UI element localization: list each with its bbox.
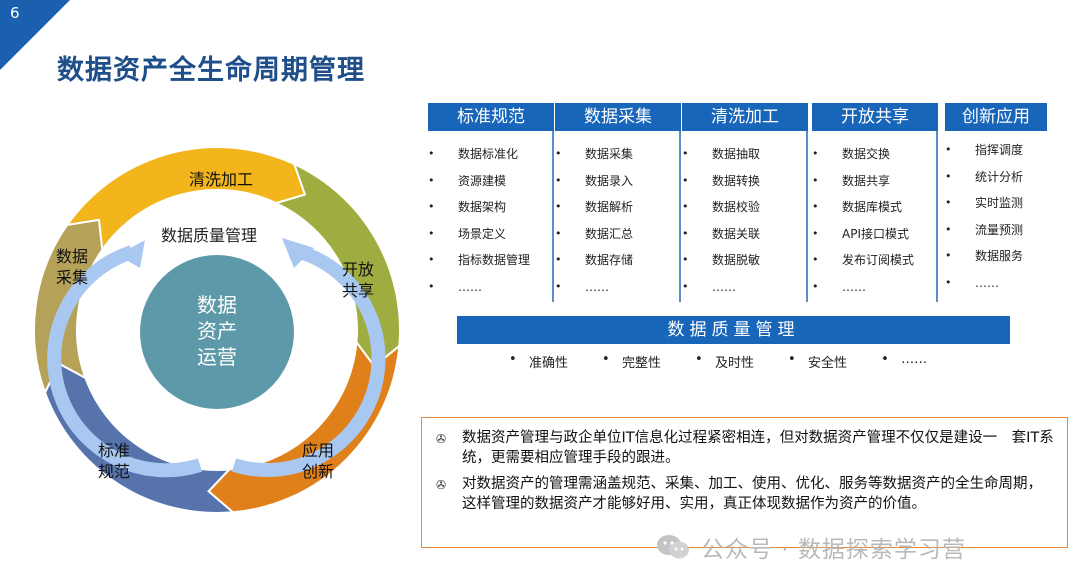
quality-item: 完整性: [598, 352, 661, 371]
page-number: 6: [10, 4, 20, 22]
list-item: 数据共享: [812, 172, 936, 199]
list-item: 数据汇总: [555, 225, 679, 252]
list-item: 数据录入: [555, 172, 679, 199]
column-share: 开放共享 数据交换 数据共享 数据库模式 API接口模式 发布订阅模式 ……: [812, 103, 938, 302]
list-item: ……: [428, 278, 552, 305]
list-item: 数据库模式: [812, 198, 936, 225]
quality-item: 及时性: [691, 352, 754, 371]
quality-item: 安全性: [784, 352, 847, 371]
note-text: 数据资产管理与政企单位IT信息化过程紧密相连，但对数据资产管理不仅仅是建设一 套…: [462, 430, 1054, 466]
page-title: 数据资产全生命周期管理: [57, 55, 365, 86]
quality-management-bar: 数据质量管理: [457, 316, 1010, 344]
inner-arrow-left: [47, 245, 203, 478]
list-item: 数据存储: [555, 251, 679, 278]
column-apply: 创新应用 指挥调度 统计分析 实时监测 流量预测 数据服务 ……: [945, 103, 1047, 302]
inner-arrow-right: [231, 245, 386, 477]
watermark: 公众号 · 数据探索学习营: [655, 530, 966, 564]
quality-items: 准确性 完整性 及时性 安全性 ……: [505, 352, 957, 371]
segment-label-share: 开放 共享: [341, 260, 374, 300]
list-item: 数据标准化: [428, 145, 552, 172]
list-item: API接口模式: [812, 225, 936, 252]
column-standard: 标准规范 数据标准化 资源建模 数据架构 场景定义 指标数据管理 ……: [428, 103, 554, 302]
list-item: 数据采集: [555, 145, 679, 172]
column-header: 清洗加工: [682, 103, 808, 131]
column-header: 标准规范: [428, 103, 554, 131]
list-item: 场景定义: [428, 225, 552, 252]
list-item: 数据架构: [428, 198, 552, 225]
list-item: 数据解析: [555, 198, 679, 225]
note-text: 对数据资产的管理需涵盖规范、采集、加工、使用、优化、服务等数据资产的全生命周期，…: [462, 476, 1042, 512]
list-item: ……: [682, 278, 806, 305]
list-item: 指挥调度: [945, 141, 1047, 168]
list-item: 发布订阅模式: [812, 251, 936, 278]
watermark-text: 公众号 · 数据探索学习营: [701, 537, 966, 563]
list-item: 数据关联: [682, 225, 806, 252]
lifecycle-diagram: 清洗加工 开放 共享 应用 创新 标准 规范 数据 采集 数据质量管理 数据 资…: [22, 142, 412, 517]
list-item: 数据抽取: [682, 145, 806, 172]
center-circle: [140, 255, 294, 409]
note-item: ✇ 对数据资产的管理需涵盖规范、采集、加工、使用、优化、服务等数据资产的全生命周…: [436, 474, 1055, 514]
notes-box: ✇ 数据资产管理与政企单位IT信息化过程紧密相连，但对数据资产管理不仅仅是建设一…: [421, 417, 1068, 548]
inner-quality-label: 数据质量管理: [161, 226, 258, 245]
note-item: ✇ 数据资产管理与政企单位IT信息化过程紧密相连，但对数据资产管理不仅仅是建设一…: [436, 428, 1055, 468]
segment-label-clean: 清洗加工: [188, 170, 253, 189]
wechat-icon: [657, 535, 689, 559]
quality-item: ……: [877, 352, 927, 371]
list-item: ……: [812, 278, 936, 305]
bullet-icon: ✇: [436, 432, 447, 446]
list-item: 流量预测: [945, 221, 1047, 248]
column-header: 创新应用: [945, 103, 1047, 131]
segment-label-collect: 数据 采集: [55, 247, 88, 287]
quality-item: 准确性: [505, 352, 568, 371]
list-item: ……: [945, 274, 1047, 301]
list-item: 数据脱敏: [682, 251, 806, 278]
segment-label-apply: 应用 创新: [301, 441, 334, 481]
list-item: 统计分析: [945, 168, 1047, 195]
corner-badge: [0, 0, 70, 70]
list-item: 指标数据管理: [428, 251, 552, 278]
list-item: 实时监测: [945, 194, 1047, 221]
list-item: 数据服务: [945, 247, 1047, 274]
list-item: 资源建模: [428, 172, 552, 199]
list-item: ……: [555, 278, 679, 305]
segment-label-standard: 标准 规范: [97, 441, 130, 481]
inner-arrow-right-head: [282, 238, 314, 268]
list-item: 数据转换: [682, 172, 806, 199]
bullet-icon: ✇: [436, 478, 447, 492]
list-item: 数据校验: [682, 198, 806, 225]
center-label: 数据 资产 运营: [197, 293, 237, 369]
column-clean: 清洗加工 数据抽取 数据转换 数据校验 数据关联 数据脱敏 ……: [682, 103, 808, 302]
column-header: 开放共享: [812, 103, 938, 131]
inner-arrow-left-head: [118, 240, 145, 268]
column-collect: 数据采集 数据采集 数据录入 数据解析 数据汇总 数据存储 ……: [555, 103, 681, 302]
list-item: 数据交换: [812, 145, 936, 172]
column-header: 数据采集: [555, 103, 681, 131]
